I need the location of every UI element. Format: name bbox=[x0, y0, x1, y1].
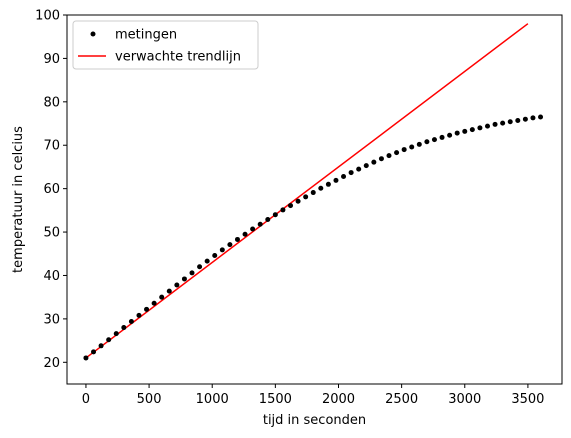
y-tick-label: 50 bbox=[43, 226, 60, 241]
data-point bbox=[310, 190, 316, 196]
data-point bbox=[394, 150, 400, 156]
data-point bbox=[212, 253, 218, 258]
data-point bbox=[257, 221, 263, 227]
data-point bbox=[242, 231, 248, 237]
legend-label-metingen: metingen bbox=[115, 28, 177, 43]
x-tick-label: 3500 bbox=[511, 392, 544, 407]
data-point bbox=[136, 312, 142, 318]
y-tick-label: 70 bbox=[43, 139, 60, 154]
y-axis-label: temperatuur in celcius bbox=[11, 126, 26, 273]
data-point bbox=[159, 294, 165, 300]
data-point bbox=[128, 318, 134, 324]
data-point bbox=[265, 216, 271, 222]
data-point bbox=[303, 194, 309, 200]
data-point bbox=[431, 137, 437, 143]
data-point bbox=[348, 170, 354, 176]
data-point bbox=[469, 127, 475, 133]
data-point bbox=[333, 177, 339, 183]
data-point bbox=[106, 337, 112, 343]
data-point bbox=[454, 130, 460, 136]
data-point bbox=[401, 147, 407, 153]
data-point bbox=[341, 173, 347, 179]
x-tick-label: 1000 bbox=[196, 392, 229, 407]
data-point bbox=[272, 212, 278, 218]
data-point bbox=[439, 134, 445, 140]
data-point bbox=[98, 343, 104, 349]
data-point bbox=[409, 144, 415, 150]
data-point bbox=[151, 300, 157, 306]
data-point bbox=[356, 166, 362, 172]
x-axis-label: tijd in seconden bbox=[263, 413, 366, 428]
data-point bbox=[371, 159, 377, 165]
x-tick-label: 2500 bbox=[385, 392, 418, 407]
y-axis-ticks: 20 30 40 50 60 70 80 90 100 bbox=[35, 9, 67, 371]
y-tick-label: 80 bbox=[43, 95, 60, 110]
x-tick-label: 500 bbox=[137, 392, 162, 407]
data-point bbox=[121, 325, 127, 331]
data-point bbox=[204, 258, 210, 264]
data-point bbox=[318, 185, 324, 191]
legend: metingen verwachte trendlijn bbox=[72, 20, 259, 70]
data-point bbox=[522, 116, 528, 122]
data-point bbox=[515, 117, 521, 123]
x-tick-label: 3000 bbox=[448, 392, 481, 407]
data-point bbox=[166, 288, 172, 294]
data-point bbox=[538, 114, 544, 120]
series-line-trendlijn bbox=[85, 23, 529, 359]
x-tick-label: 2000 bbox=[322, 392, 355, 407]
data-point bbox=[477, 125, 483, 131]
data-point bbox=[189, 270, 195, 276]
legend-marker-metingen bbox=[90, 31, 96, 37]
data-point bbox=[447, 132, 453, 138]
y-tick-label: 100 bbox=[35, 9, 60, 24]
y-tick-label: 20 bbox=[43, 356, 60, 371]
data-point bbox=[462, 128, 468, 134]
data-point bbox=[174, 282, 180, 288]
plot-frame bbox=[66, 14, 563, 385]
data-point bbox=[386, 153, 392, 159]
legend-label-trendlijn: verwachte trendlijn bbox=[115, 50, 241, 65]
data-point bbox=[530, 115, 536, 121]
x-axis-ticks: 0 500 1000 1500 2000 2500 3000 3500 bbox=[82, 384, 544, 407]
data-point bbox=[363, 163, 369, 169]
data-point bbox=[500, 120, 506, 126]
data-point bbox=[295, 198, 301, 204]
data-point bbox=[507, 119, 513, 125]
data-point bbox=[416, 141, 422, 147]
plot-data-layer bbox=[83, 23, 544, 361]
y-tick-label: 40 bbox=[43, 269, 60, 284]
y-tick-label: 60 bbox=[43, 182, 60, 197]
data-point bbox=[325, 181, 331, 187]
data-point bbox=[378, 156, 384, 162]
data-point bbox=[181, 276, 187, 282]
data-point bbox=[113, 331, 119, 337]
data-point bbox=[280, 207, 286, 213]
legend-box bbox=[72, 20, 259, 70]
y-tick-label: 30 bbox=[43, 312, 60, 327]
data-point bbox=[492, 121, 498, 127]
data-point bbox=[424, 139, 430, 145]
data-point bbox=[485, 123, 490, 129]
data-point bbox=[227, 242, 233, 248]
data-point bbox=[288, 203, 294, 209]
data-point bbox=[219, 247, 225, 253]
y-tick-label: 90 bbox=[43, 52, 60, 67]
data-point bbox=[83, 355, 89, 361]
x-tick-label: 0 bbox=[82, 392, 90, 407]
data-point bbox=[197, 264, 203, 270]
data-point bbox=[144, 306, 150, 312]
data-point bbox=[234, 236, 240, 242]
data-point bbox=[250, 226, 256, 232]
data-point bbox=[91, 349, 97, 355]
x-tick-label: 1500 bbox=[259, 392, 292, 407]
